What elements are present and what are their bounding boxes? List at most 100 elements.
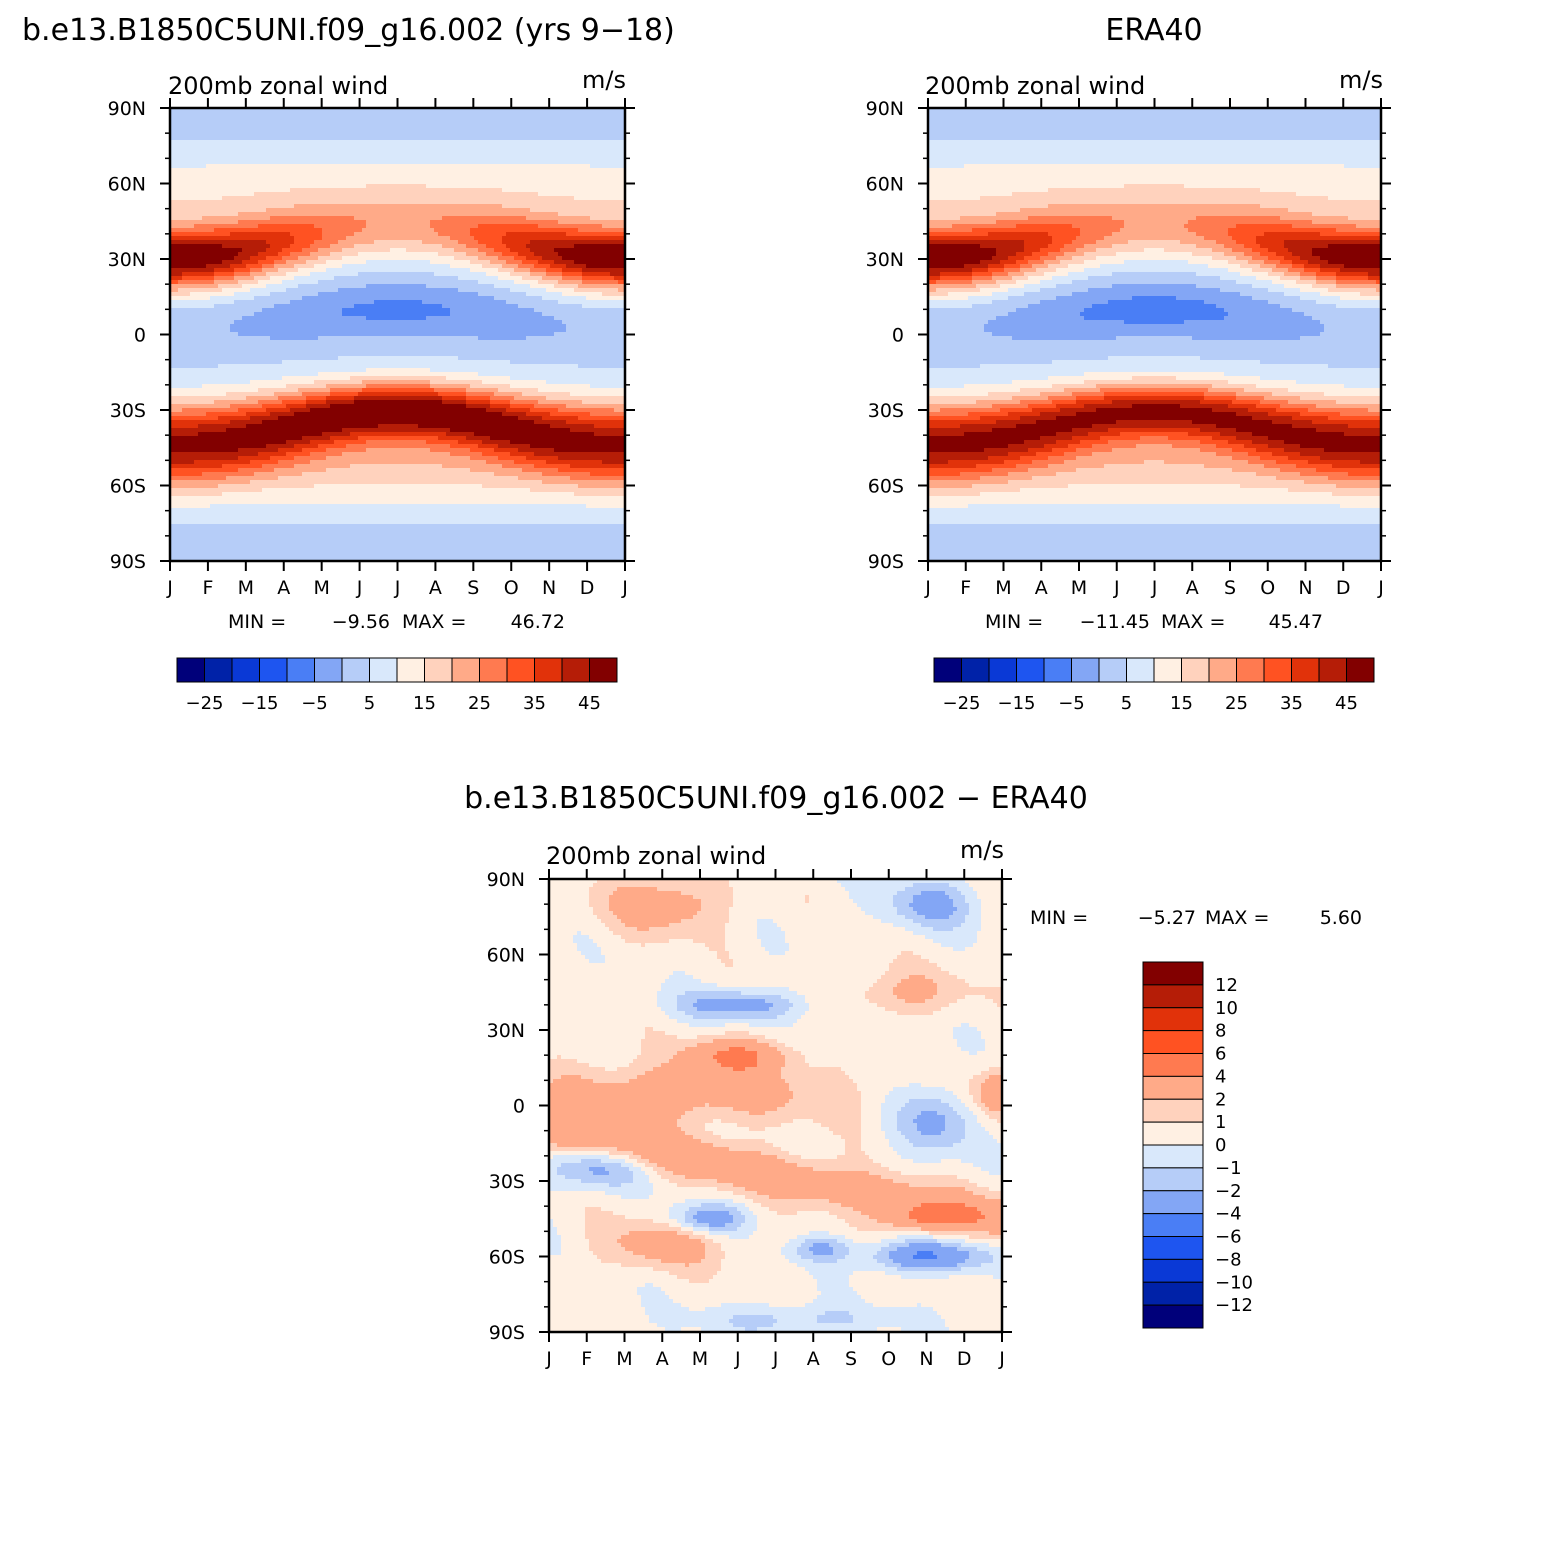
contour-cell <box>733 887 846 892</box>
contour-cell <box>170 424 199 429</box>
colorbar-swatch <box>1208 657 1237 683</box>
contour-cell <box>198 432 323 437</box>
contour-cell <box>546 268 563 273</box>
colorbar-swatch <box>1016 657 1045 683</box>
contour-cell <box>1320 292 1361 297</box>
contour-cell <box>170 460 195 465</box>
contour-cell <box>1336 484 1382 489</box>
contour-cell <box>1124 320 1185 325</box>
contour-cell <box>733 1215 746 1220</box>
contour-cell <box>965 1131 990 1136</box>
contour-cell <box>928 480 1009 485</box>
model-panel-title: b.e13.B1850C5UNI.f09_g16.002 (yrs 9−18) <box>22 13 675 48</box>
contour-cell <box>238 408 267 413</box>
contour-cell <box>941 1099 962 1104</box>
contour-cell <box>757 1227 858 1232</box>
contour-cell <box>522 392 571 397</box>
contour-cell <box>749 1235 798 1240</box>
contour-cell <box>1112 448 1201 453</box>
contour-cell <box>809 895 850 900</box>
contour-cell <box>338 288 459 293</box>
contour-cell <box>681 1115 862 1120</box>
contour-cell <box>917 1219 978 1224</box>
contour-cell <box>434 272 487 277</box>
contour-cell <box>170 544 626 549</box>
contour-cell <box>968 504 1341 509</box>
contour-cell <box>917 911 954 916</box>
contour-cell <box>585 1211 614 1216</box>
contour-cell <box>665 1031 726 1036</box>
contour-cell <box>889 1139 910 1144</box>
contour-cell <box>230 232 291 237</box>
difference-min-value: −5.27 <box>1138 907 1196 929</box>
contour-cell <box>1056 284 1113 289</box>
contour-cell <box>206 264 231 269</box>
x-tick-label: A <box>656 1348 669 1370</box>
contour-cell <box>1052 448 1077 453</box>
contour-cell <box>1212 248 1233 253</box>
contour-cell <box>937 991 1003 996</box>
contour-cell <box>334 276 459 281</box>
contour-cell <box>318 256 343 261</box>
contour-cell <box>1084 268 1229 273</box>
contour-cell <box>849 1251 878 1256</box>
contour-cell <box>581 951 602 956</box>
contour-cell <box>1124 220 1189 225</box>
contour-cell <box>809 1247 834 1252</box>
contour-cell <box>1028 448 1053 453</box>
contour-cell <box>621 1263 686 1268</box>
contour-cell <box>1000 408 1033 413</box>
contour-cell <box>1056 404 1085 409</box>
contour-cell <box>214 304 275 309</box>
contour-cell <box>793 1003 810 1008</box>
contour-cell <box>829 1127 862 1132</box>
contour-cell <box>1084 404 1133 409</box>
contour-cell <box>226 476 279 481</box>
contour-cell <box>1100 436 1141 441</box>
contour-cell <box>258 280 283 285</box>
contour-cell <box>170 200 626 205</box>
contour-cell <box>785 1043 958 1048</box>
contour-cell <box>1208 264 1241 269</box>
contour-cell <box>989 1243 1003 1248</box>
contour-cell <box>705 1247 722 1252</box>
colorbar-label: 1 <box>1215 1112 1226 1133</box>
contour-cell <box>1336 400 1382 405</box>
contour-cell <box>977 895 1003 900</box>
contour-cell <box>965 1239 1002 1244</box>
contour-cell <box>761 939 786 944</box>
colorbar-label: −4 <box>1215 1204 1242 1225</box>
contour-cell <box>745 1195 770 1200</box>
contour-cell <box>1320 256 1382 261</box>
contour-cell <box>757 1223 850 1228</box>
contour-cell <box>713 1039 758 1044</box>
contour-cell <box>829 1231 930 1236</box>
contour-cell <box>550 424 595 429</box>
contour-cell <box>549 951 582 956</box>
x-tick-label: A <box>277 577 290 599</box>
contour-cell <box>170 388 259 393</box>
contour-cell <box>1076 468 1233 473</box>
colorbar-swatch <box>1142 1213 1204 1237</box>
contour-cell <box>1240 264 1261 269</box>
contour-cell <box>821 1123 862 1128</box>
contour-cell <box>1080 312 1229 317</box>
contour-cell <box>330 252 359 257</box>
contour-cell <box>965 1119 978 1124</box>
contour-cell <box>522 468 559 473</box>
contour-cell <box>641 1051 678 1056</box>
contour-cell <box>322 432 351 437</box>
contour-cell <box>274 304 355 309</box>
contour-cell <box>845 1147 862 1152</box>
contour-cell <box>1316 468 1382 473</box>
contour-cell <box>1272 452 1301 457</box>
contour-cell <box>342 264 451 269</box>
contour-cell <box>833 1247 850 1252</box>
contour-cell <box>969 983 1003 988</box>
contour-cell <box>781 1123 822 1128</box>
contour-cell <box>546 380 626 385</box>
contour-cell <box>965 895 978 900</box>
contour-cell <box>928 280 937 285</box>
contour-cell <box>785 1063 810 1068</box>
contour-cell <box>928 152 1382 157</box>
